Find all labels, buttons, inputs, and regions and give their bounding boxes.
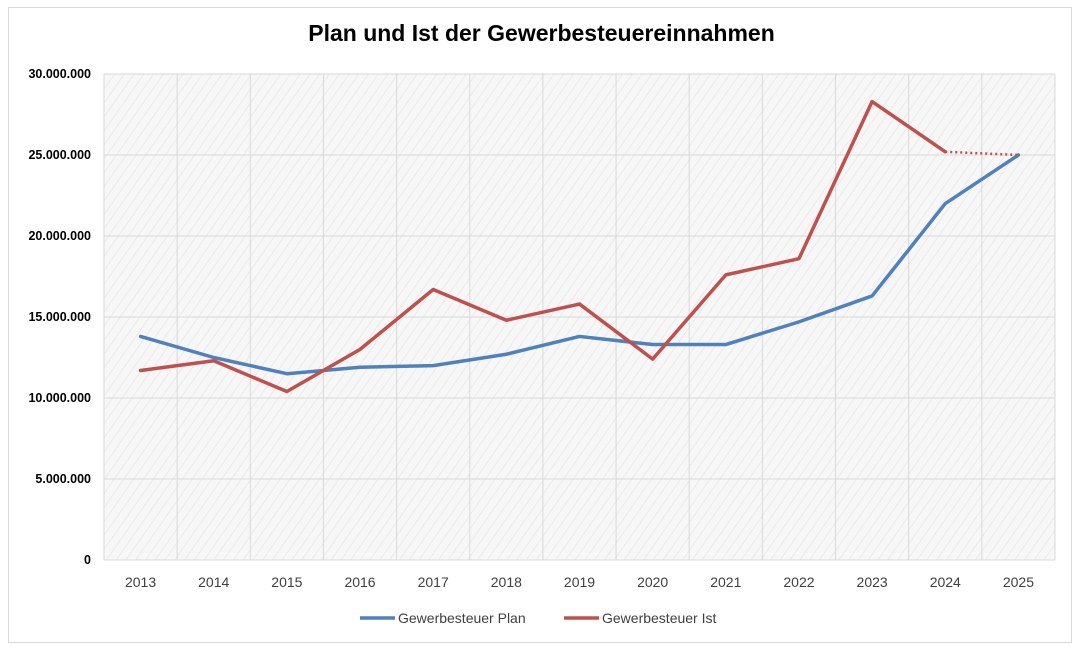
x-tick-label: 2024	[930, 574, 961, 590]
x-tick-label: 2020	[637, 574, 668, 590]
series-lines	[138, 99, 1021, 394]
x-tick-label: 2021	[710, 574, 741, 590]
legend-label: Gewerbesteuer Ist	[602, 610, 716, 626]
series-ist	[138, 99, 1019, 394]
y-tick-label: 5.000.000	[35, 472, 91, 486]
x-tick-label: 2014	[198, 574, 229, 590]
series-line	[138, 153, 1021, 376]
x-tick-label: 2013	[125, 574, 156, 590]
series-line-projection	[945, 150, 1019, 157]
x-tick-label: 2025	[1003, 574, 1034, 590]
legend-item: Gewerbesteuer Ist	[564, 610, 716, 626]
legend-item: Gewerbesteuer Plan	[360, 610, 526, 626]
x-axis-labels: 2013 2014 2015 2016 2017 2018 2019 2020 2021 2022…	[125, 574, 1034, 590]
y-axis-labels: 0 5.000.000 10.000.000 15.000.000 20.000.000…	[28, 67, 91, 567]
y-tick-label: 25.000.000	[28, 148, 91, 162]
y-tick-label: 0	[84, 553, 91, 567]
x-tick-label: 2017	[418, 574, 449, 590]
x-tick-label: 2023	[857, 574, 888, 590]
gridlines	[103, 73, 1056, 561]
y-tick-label: 30.000.000	[28, 67, 91, 81]
series-plan	[138, 153, 1021, 376]
legend-label: Gewerbesteuer Plan	[398, 610, 526, 626]
series-line	[138, 99, 948, 394]
x-tick-label: 2016	[344, 574, 375, 590]
y-tick-label: 10.000.000	[28, 391, 91, 405]
legend: Gewerbesteuer Plan Gewerbesteuer Ist	[360, 610, 716, 626]
y-tick-label: 20.000.000	[28, 229, 91, 243]
x-tick-label: 2019	[564, 574, 595, 590]
x-tick-label: 2018	[491, 574, 522, 590]
y-tick-label: 15.000.000	[28, 310, 91, 324]
x-tick-label: 2022	[783, 574, 814, 590]
x-tick-label: 2015	[271, 574, 302, 590]
chart-title: Plan und Ist der Gewerbesteuereinnahmen	[308, 20, 775, 46]
